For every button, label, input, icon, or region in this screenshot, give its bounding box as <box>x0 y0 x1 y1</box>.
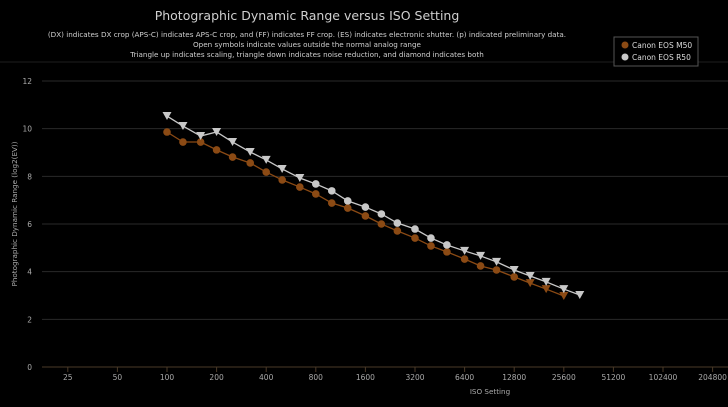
series-line <box>166 115 580 296</box>
data-point <box>393 219 402 227</box>
x-tick-label: 3200 <box>405 373 424 382</box>
chart-subtitle-line-3: Triangle up indicates scaling, triangle … <box>129 50 484 59</box>
y-tick-label: 6 <box>27 220 32 229</box>
x-tick-label: 50 <box>113 373 123 382</box>
data-point <box>246 159 255 167</box>
y-axis-label: Photographic Dynamic Range (log2(EV)) <box>10 141 19 286</box>
data-point <box>179 138 187 146</box>
x-tick-label: 200 <box>209 373 224 382</box>
data-point <box>178 122 188 131</box>
y-tick-label: 2 <box>27 315 32 324</box>
data-point <box>393 227 402 235</box>
x-tick-label: 400 <box>259 373 274 382</box>
data-point <box>277 164 287 173</box>
data-point <box>427 234 435 242</box>
data-point <box>510 273 518 281</box>
x-axis-label: ISO Setting <box>470 387 510 396</box>
legend-marker <box>621 53 629 61</box>
data-point <box>212 146 221 154</box>
data-point <box>427 242 435 250</box>
x-tick-label: 102400 <box>649 373 678 382</box>
data-point <box>261 155 271 164</box>
data-point <box>525 271 535 280</box>
x-tick-label: 1600 <box>356 373 375 382</box>
legend-entry: Canon EOS R50 <box>632 53 691 62</box>
x-tick-label: 100 <box>160 373 175 382</box>
x-tick-label: 25600 <box>552 373 576 382</box>
data-point <box>327 199 336 207</box>
x-tick-label: 51200 <box>601 373 625 382</box>
data-point <box>312 180 320 188</box>
data-point <box>312 190 320 198</box>
data-point <box>559 291 569 300</box>
data-point <box>377 220 386 228</box>
data-point <box>196 132 206 141</box>
data-point <box>245 148 255 157</box>
chart-title: Photographic Dynamic Range versus ISO Se… <box>155 8 460 23</box>
data-point <box>343 197 352 205</box>
y-tick-label: 4 <box>27 268 32 277</box>
y-tick-label: 10 <box>22 125 32 134</box>
data-point <box>443 241 451 249</box>
data-point <box>492 257 502 266</box>
data-point <box>228 153 237 161</box>
x-tick-label: 25 <box>63 373 73 382</box>
series-canon-eos-m50 <box>163 128 569 300</box>
legend-marker <box>621 41 629 49</box>
y-tick-label: 12 <box>22 77 32 86</box>
data-point <box>541 277 551 286</box>
data-point <box>162 112 172 121</box>
data-point <box>295 174 305 183</box>
x-tick-label: 800 <box>309 373 324 382</box>
data-point <box>361 212 370 220</box>
data-point <box>460 246 470 255</box>
data-point <box>296 183 304 191</box>
data-point <box>525 279 535 288</box>
data-point <box>327 187 336 195</box>
data-point <box>361 203 370 211</box>
x-tick-label: 6400 <box>455 373 474 382</box>
legend: Canon EOS M50 Canon EOS R50 <box>613 36 699 67</box>
series-canon-eos-r50 <box>162 112 585 300</box>
data-point <box>262 168 271 176</box>
data-point <box>212 128 222 137</box>
data-point <box>509 265 519 274</box>
data-point <box>559 285 569 294</box>
data-point <box>541 285 551 294</box>
data-point <box>575 291 585 300</box>
data-point <box>492 266 501 274</box>
data-point <box>443 248 451 256</box>
y-tick-label: 8 <box>27 172 32 181</box>
data-point <box>377 210 386 218</box>
data-point <box>411 225 419 233</box>
data-point <box>163 128 171 136</box>
data-point <box>343 204 352 212</box>
data-point <box>476 262 485 270</box>
data-point <box>476 251 486 260</box>
y-tick-label: 0 <box>27 363 32 372</box>
chart-subtitle-line-2: Open symbols indicate values outside the… <box>193 40 422 49</box>
x-tick-label: 204800 <box>698 373 727 382</box>
x-tick-label: 12800 <box>502 373 526 382</box>
chart-subtitle-line-1: (DX) indicates DX crop (APS-C) indicates… <box>48 30 566 39</box>
data-point <box>278 176 286 184</box>
data-point <box>411 234 419 242</box>
legend-entry: Canon EOS M50 <box>632 41 692 50</box>
data-point <box>460 255 469 263</box>
data-point <box>196 138 205 146</box>
data-point <box>228 138 238 147</box>
